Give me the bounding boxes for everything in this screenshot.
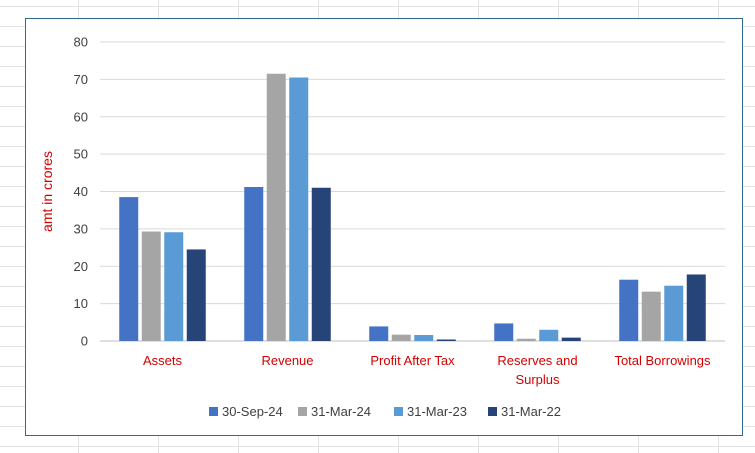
legend-label: 31-Mar-24 [311, 404, 371, 419]
bar [686, 274, 706, 341]
y-tick-label: 10 [74, 296, 88, 311]
y-tick-label: 40 [74, 184, 88, 199]
y-tick-label: 50 [74, 147, 88, 162]
bar [641, 291, 661, 341]
y-tick-label: 20 [74, 259, 88, 274]
bar [494, 323, 514, 341]
bar [561, 337, 581, 341]
bar [164, 232, 184, 341]
legend-swatch [394, 407, 403, 416]
bar [266, 73, 286, 342]
bar [664, 285, 684, 341]
bar [414, 335, 434, 341]
bar [311, 187, 331, 341]
legend: 30-Sep-24 31-Mar-24 31-Mar-23 31-Mar-22 [209, 404, 561, 419]
x-category-label: Revenue [261, 353, 313, 368]
legend-swatch [209, 407, 218, 416]
bar [391, 334, 411, 341]
bar [369, 326, 389, 341]
x-category-label: Total Borrowings [614, 353, 711, 368]
y-axis-label: amt in crores [39, 151, 55, 232]
chart-area[interactable] [25, 18, 743, 436]
y-tick-label: 30 [74, 221, 88, 236]
legend-swatch [488, 407, 497, 416]
bar [244, 187, 264, 341]
bar [436, 339, 456, 341]
bars [119, 73, 706, 342]
y-tick-label: 70 [74, 72, 88, 87]
y-tick-label: 60 [74, 109, 88, 124]
y-axis-ticks: 0 10 20 30 40 50 60 70 80 [74, 35, 88, 349]
x-category-label: Reserves and [497, 353, 577, 368]
bar [186, 249, 206, 341]
x-category-label: Assets [143, 353, 183, 368]
bar [141, 231, 161, 341]
bar [516, 338, 536, 341]
bar [619, 279, 639, 341]
y-tick-label: 80 [74, 35, 88, 50]
legend-label: 31-Mar-22 [501, 404, 561, 419]
legend-label: 31-Mar-23 [407, 404, 467, 419]
bar [539, 329, 559, 341]
x-category-label: Surplus [515, 372, 560, 387]
bar [289, 77, 309, 341]
legend-label: 30-Sep-24 [222, 404, 283, 419]
legend-swatch [298, 407, 307, 416]
y-tick-label: 0 [81, 334, 88, 349]
x-category-label: Profit After Tax [370, 353, 455, 368]
x-axis-categories: Assets Revenue Profit After Tax Reserves an… [143, 353, 711, 387]
bar [119, 197, 139, 341]
